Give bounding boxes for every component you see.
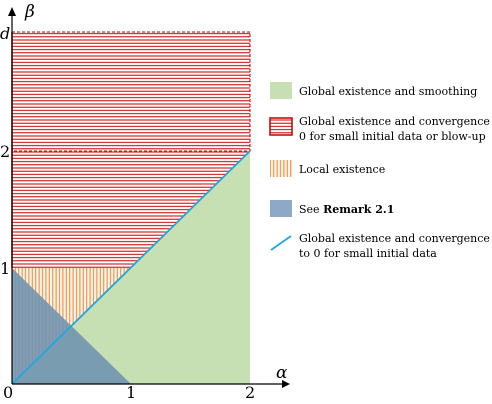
legend-label-blowup-1: Global existence and convergence to [299,115,492,128]
y-axis-arrow-icon [8,7,16,16]
legend-swatch-blowup [269,117,293,136]
critical-line [11,150,251,385]
legend-label-line-2: to 0 for small initial data [299,247,437,260]
region-blowup-top-border [11,31,251,152]
x-tick-2: 2 [245,383,255,402]
legend-swatch-smoothing [270,82,292,99]
y-tick-d: d [0,24,10,43]
legend: Global existence and smoothing Global ex… [269,82,492,260]
y-tick-1: 1 [0,259,10,278]
legend-label-remark: See Remark 2.1 [299,203,394,216]
x-axis-label: α [276,363,288,383]
legend-label-remark-prefix: See [299,203,323,216]
legend-swatch-line [270,235,292,251]
legend-label-line-1: Global existence and convergence [299,232,490,245]
legend-swatch-remark [270,200,292,217]
x-tick-0: 0 [3,383,13,402]
x-tick-1: 1 [126,383,136,402]
legend-label-blowup-2: 0 for small initial data or blow-up [299,130,486,143]
legend-label-local: Local existence [299,163,385,176]
legend-label-smoothing: Global existence and smoothing [299,85,477,98]
legend-swatch-local [270,160,292,177]
legend-label-remark-ref: Remark 2.1 [323,203,394,216]
y-axis-label: β [24,2,35,22]
y-tick-2: 2 [0,142,10,161]
x-axis-arrow-icon [282,380,290,388]
